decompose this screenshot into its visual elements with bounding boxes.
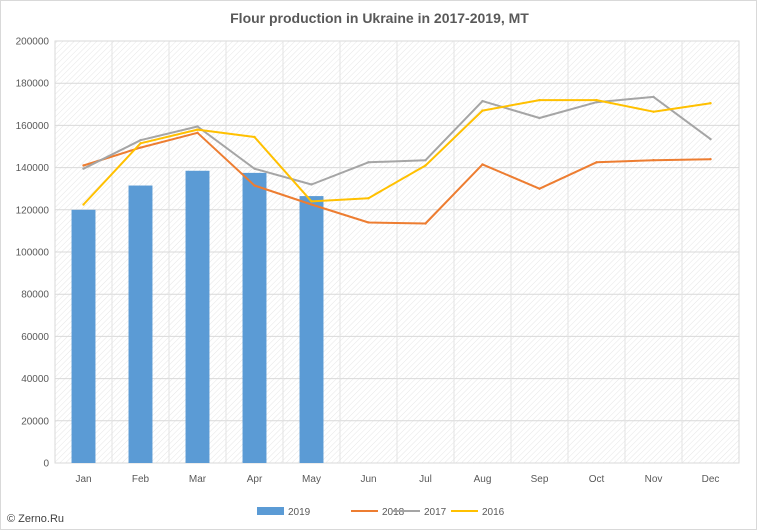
legend-label-2016: 2016 — [482, 507, 505, 518]
point-2018-sep — [538, 187, 541, 190]
copyright-text: © Zerno.Ru — [7, 513, 65, 525]
point-2017-dec — [709, 137, 712, 141]
x-tick-label: Feb — [132, 474, 150, 485]
point-2016-jul — [424, 164, 427, 167]
point-2018-aug — [481, 163, 484, 166]
x-tick-label: May — [302, 474, 321, 485]
y-tick-label: 40000 — [21, 374, 49, 385]
point-2018-jan — [82, 164, 85, 167]
line-series — [82, 95, 712, 225]
legend-label-2019: 2019 — [288, 507, 311, 518]
x-tick-label: Oct — [589, 474, 605, 485]
y-tick-label: 200000 — [16, 37, 50, 48]
legend-label-2017: 2017 — [424, 507, 447, 518]
x-axis: Jan Feb Mar Apr May Jun Jul Aug Sep Oct Nov Dec — [75, 474, 719, 485]
bar-2019-may — [299, 196, 324, 463]
y-axis: 0 20000 40000 60000 80000 100000 120000 140000 1… — [16, 37, 50, 470]
y-tick-label: 180000 — [16, 79, 50, 90]
bar-series — [71, 170, 324, 463]
point-2017-aug — [481, 99, 484, 103]
point-2017-jan — [82, 167, 85, 170]
point-2016-aug — [481, 109, 484, 112]
x-tick-label: Sep — [531, 474, 549, 485]
point-2018-mar — [196, 131, 199, 134]
legend-swatch-2019 — [257, 507, 284, 515]
line-series-2018 — [83, 131, 711, 225]
x-tick-label: Aug — [474, 474, 492, 485]
legend-label-2018: 2018 — [382, 507, 405, 518]
point-2017-mar — [196, 125, 199, 128]
point-2018-feb — [139, 146, 142, 149]
x-tick-label: Dec — [702, 474, 720, 485]
point-2016-apr — [253, 135, 256, 139]
y-tick-label: 60000 — [21, 332, 49, 343]
point-2016-sep — [538, 98, 541, 102]
y-tick-label: 20000 — [21, 416, 49, 427]
point-2018-jul — [424, 222, 427, 225]
bar-2019-jan — [71, 209, 96, 463]
y-tick-label: 120000 — [16, 205, 50, 216]
point-2016-jun — [367, 196, 370, 200]
x-tick-label: Jul — [419, 474, 432, 485]
point-2018-nov — [652, 159, 655, 162]
x-tick-label: Apr — [247, 474, 263, 485]
line-series-2016 — [82, 99, 711, 206]
x-tick-label: Jan — [75, 474, 91, 485]
x-tick-label: Jun — [360, 474, 376, 485]
point-2017-jun — [367, 161, 370, 164]
point-2017-may — [310, 183, 313, 186]
point-2017-jul — [424, 159, 427, 162]
bar-2019-apr — [242, 172, 267, 463]
point-2016-oct — [595, 98, 598, 102]
point-2016-nov — [652, 110, 655, 113]
x-tick-label: Mar — [189, 474, 207, 485]
point-2018-oct — [595, 161, 598, 164]
gridlines — [55, 40, 739, 464]
point-2017-nov — [652, 95, 655, 99]
point-2018-dec — [709, 157, 712, 161]
point-2016-feb — [139, 142, 142, 145]
point-2018-may — [310, 203, 313, 206]
bar-2019-feb — [128, 185, 153, 463]
chart-title: Flour production in Ukraine in 2017-2019… — [230, 10, 529, 26]
point-2016-jan — [82, 203, 85, 206]
point-2016-mar — [196, 128, 199, 131]
point-2017-oct — [595, 100, 598, 104]
x-tick-label: Nov — [645, 474, 663, 485]
legend: 2019 2018 2017 2016 — [257, 507, 505, 518]
point-2016-dec — [709, 102, 712, 105]
y-tick-label: 140000 — [16, 163, 50, 174]
point-2017-apr — [253, 167, 256, 170]
y-tick-label: 160000 — [16, 121, 50, 132]
point-2016-may — [310, 200, 313, 203]
y-tick-label: 100000 — [16, 248, 50, 259]
point-2017-feb — [139, 138, 142, 142]
y-tick-label: 0 — [43, 459, 49, 470]
point-2018-jun — [367, 221, 370, 224]
y-tick-label: 80000 — [21, 290, 49, 301]
point-2018-apr — [253, 184, 256, 187]
bar-2019-mar — [185, 170, 210, 463]
point-2017-sep — [538, 116, 541, 120]
